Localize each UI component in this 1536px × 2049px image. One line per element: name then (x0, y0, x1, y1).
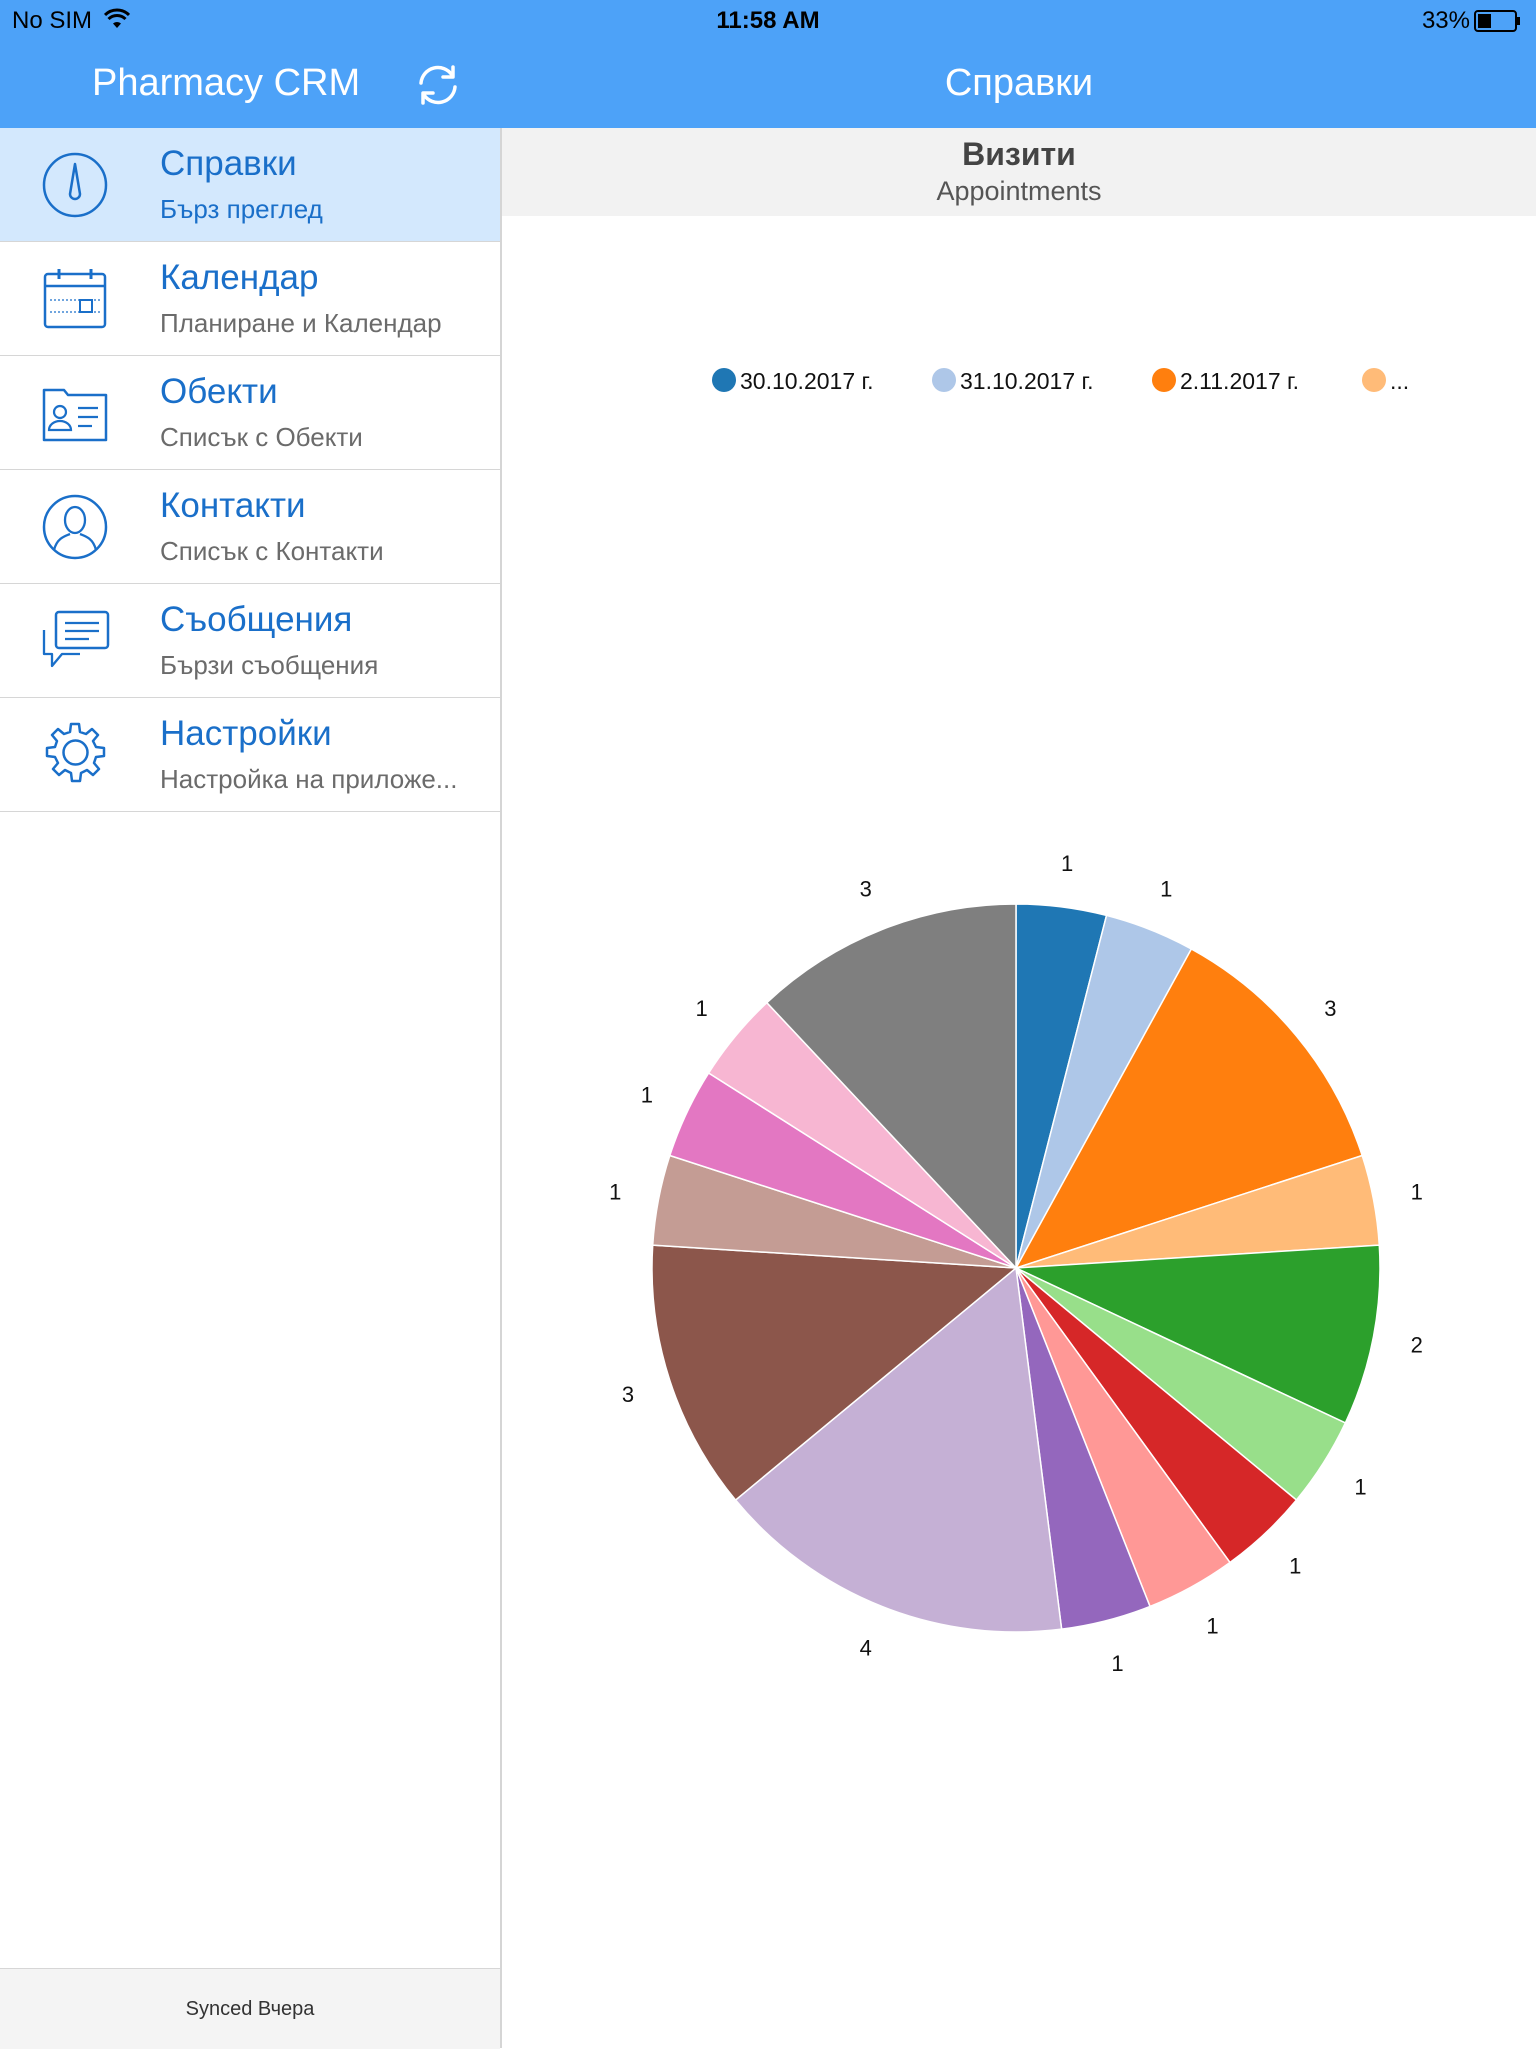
legend-label: 31.10.2017 г. (960, 368, 1093, 394)
slice-value-label: 3 (1324, 996, 1336, 1021)
sidebar: Справки Бърз преглед Календар Планиране … (0, 128, 502, 2048)
pie-slice[interactable] (651, 1244, 1018, 1502)
chat-icon (40, 606, 110, 676)
slice-value-label: 1 (696, 996, 708, 1021)
legend-swatch (932, 368, 956, 392)
contact-card-icon (40, 378, 110, 448)
chart-title: Визити (962, 136, 1076, 172)
refresh-icon (419, 65, 457, 105)
legend-item[interactable]: 30.10.2017 г. (712, 368, 873, 394)
slice-value-label: 1 (1411, 1180, 1423, 1205)
sidebar-item-label: Настройки (160, 714, 332, 753)
slice-value-label: 1 (1111, 1651, 1123, 1676)
navigation-bar: Pharmacy CRM Справки (0, 42, 1536, 128)
gauge-icon (40, 150, 110, 220)
sidebar-item-label: Съобщения (160, 600, 353, 639)
legend-label: 30.10.2017 г. (740, 368, 873, 394)
battery-icon (1474, 10, 1522, 39)
sidebar-item-messages[interactable]: Съобщения Бързи съобщения (0, 584, 500, 698)
reports-content: Визити Appointments 30.10.2017 г. 31.10.2… (502, 128, 1536, 2048)
pie-slice[interactable] (1015, 1244, 1381, 1424)
slice-value-label: 1 (641, 1082, 653, 1107)
slice-value-label: 4 (860, 1635, 872, 1660)
chart-subtitle: Appointments (936, 176, 1102, 206)
sidebar-item-subtitle: Настройка на приложе... (160, 764, 458, 794)
sync-status: Synced Вчера (0, 1968, 500, 2049)
battery-percent: 33% (1421, 7, 1470, 34)
legend-label: ... (1390, 368, 1409, 394)
person-icon (40, 492, 110, 562)
carrier-label: No SIM (12, 7, 93, 34)
app-title: Pharmacy CRM (92, 62, 361, 104)
legend-item[interactable]: ... (1362, 368, 1409, 394)
slice-value-label: 1 (1354, 1475, 1366, 1500)
legend-swatch (1362, 368, 1386, 392)
chart-header: Визити Appointments (502, 128, 1536, 216)
sync-button[interactable] (412, 62, 464, 108)
sidebar-item-label: Обекти (160, 372, 278, 411)
sidebar-item-label: Контакти (160, 486, 306, 525)
sidebar-item-subtitle: Планиране и Календар (160, 308, 442, 338)
pie-slice[interactable] (1014, 948, 1364, 1270)
status-bar: No SIM 11:58 AM 33% (0, 0, 1536, 42)
sidebar-item-subtitle: Бързи съобщения (160, 650, 379, 680)
slice-value-label: 1 (1061, 851, 1073, 876)
legend-item[interactable]: 2.11.2017 г. (1152, 368, 1299, 394)
calendar-icon (40, 264, 110, 334)
sidebar-item-calendar[interactable]: Календар Планиране и Календар (0, 242, 500, 356)
sidebar-item-objects[interactable]: Обекти Списък с Обекти (0, 356, 500, 470)
legend-swatch (1152, 368, 1176, 392)
clock: 11:58 AM (716, 7, 820, 34)
legend-item[interactable]: 31.10.2017 г. (932, 368, 1093, 394)
sidebar-item-subtitle: Бърз преглед (160, 194, 323, 224)
sidebar-item-reports[interactable]: Справки Бърз преглед (0, 128, 500, 242)
sidebar-item-contacts[interactable]: Контакти Списък с Контакти (0, 470, 500, 584)
sidebar-item-label: Календар (160, 258, 319, 297)
slice-value-label: 1 (1160, 877, 1172, 902)
gear-icon (40, 720, 110, 790)
slice-value-label: 2 (1411, 1332, 1423, 1357)
sidebar-item-label: Справки (160, 144, 297, 183)
sidebar-item-subtitle: Списък с Обекти (160, 422, 363, 452)
slice-value-label: 1 (609, 1180, 621, 1205)
pie-chart: 30.10.2017 г. 31.10.2017 г. 2.11.2017 г...… (609, 368, 1423, 1676)
slice-value-label: 3 (860, 877, 872, 902)
sidebar-item-settings[interactable]: Настройки Настройка на приложе... (0, 698, 500, 812)
slice-value-label: 3 (622, 1382, 634, 1407)
pie-slice[interactable] (765, 903, 1017, 1270)
wifi-icon (103, 8, 131, 37)
slice-value-label: 1 (1206, 1614, 1218, 1639)
legend-swatch (712, 368, 736, 392)
sidebar-item-subtitle: Списък с Контакти (160, 536, 384, 566)
page-title: Справки (944, 62, 1094, 104)
legend-label: 2.11.2017 г. (1180, 368, 1299, 394)
slice-value-label: 1 (1289, 1553, 1301, 1578)
pie-slice[interactable] (734, 1266, 1063, 1633)
